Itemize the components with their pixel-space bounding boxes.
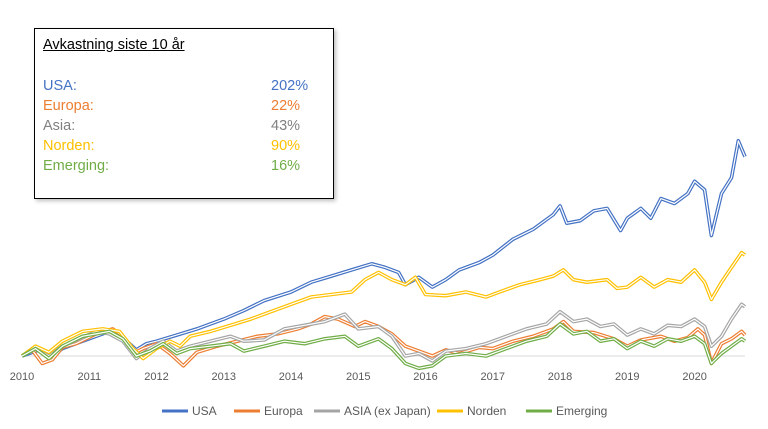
legend-label: Europa: [264, 404, 303, 418]
returns-label: Emerging:: [43, 158, 110, 174]
returns-value: 16%: [271, 158, 301, 174]
x-tick-label: 2010: [10, 371, 34, 383]
x-tick-label: 2012: [144, 371, 168, 383]
legend-label: ASIA (ex Japan): [344, 404, 431, 418]
returns-value: 43%: [271, 118, 301, 134]
legend-label: USA: [192, 404, 217, 418]
returns-label: USA:: [43, 78, 77, 94]
x-tick-label: 2014: [279, 371, 303, 383]
x-tick-label: 2011: [77, 371, 101, 383]
x-tick-label: 2019: [615, 371, 639, 383]
x-tick-label: 2016: [413, 371, 437, 383]
series-line-usa: [21, 139, 747, 361]
returns-value: 90%: [271, 138, 301, 154]
legend-label: Norden: [467, 404, 506, 418]
x-tick-label: 2013: [212, 371, 236, 383]
returns-label: Europa:: [43, 98, 94, 114]
series-line-norden: [20, 250, 747, 361]
returns-row-usa: USA: 202%: [43, 78, 311, 98]
returns-row-norden: Norden: 90%: [43, 138, 311, 158]
x-tick-label: 2017: [481, 371, 505, 383]
returns-row-europa: Europa: 22%: [43, 98, 311, 118]
returns-label: Norden:: [43, 138, 95, 154]
x-tick-label: 2020: [682, 371, 706, 383]
returns-row-emerging: Emerging: 16%: [43, 158, 311, 178]
series-line-asia-ex-japan: [21, 302, 747, 363]
returns-row-asia: Asia: 43%: [43, 118, 311, 138]
x-tick-label: 2018: [548, 371, 572, 383]
series-line-emerging: [21, 322, 747, 371]
x-tick-labels: 2010 2011 2012 2013 2014 2015 2016 2017 2018 2019…: [10, 371, 707, 383]
returns-summary-box: Avkastning siste 10 år USA: 202% Europa:…: [34, 28, 334, 199]
returns-value: 202%: [271, 78, 309, 94]
series-layer: [20, 139, 747, 371]
returns-value: 22%: [271, 98, 301, 114]
returns-summary-title: Avkastning siste 10 år: [43, 37, 185, 53]
legend: USA Europa ASIA (ex Japan) Norden Emerging: [162, 404, 607, 418]
returns-label: Asia:: [43, 118, 76, 134]
x-tick-label: 2015: [346, 371, 370, 383]
legend-label: Emerging: [556, 404, 607, 418]
